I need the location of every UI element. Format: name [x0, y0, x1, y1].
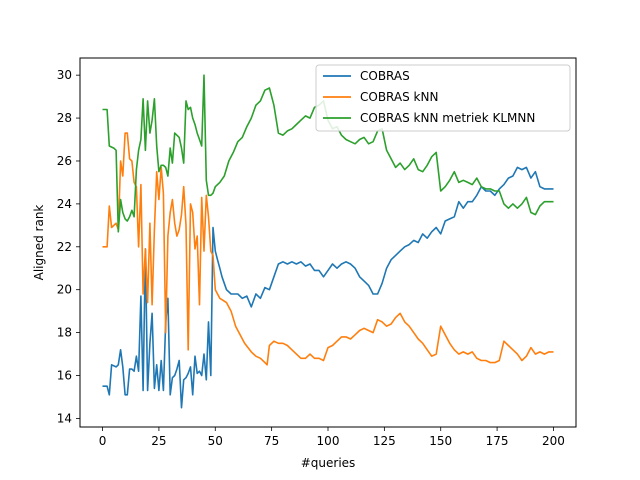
y-tick-label: 16: [57, 369, 72, 383]
y-axis-ticks: 14 16 18 20 22 24 26 28 30: [57, 68, 80, 425]
x-tick-label: 100: [317, 434, 340, 448]
x-tick-label: 125: [373, 434, 396, 448]
series-line-2: [102, 132, 554, 366]
x-tick-label: 0: [99, 434, 107, 448]
y-tick-label: 14: [57, 411, 72, 425]
legend-label-3: COBRAS kNN metriek KLMNN: [360, 111, 535, 125]
x-axis-label: #queries: [301, 456, 356, 470]
y-tick-label: 26: [57, 154, 72, 168]
x-tick-label: 150: [429, 434, 452, 448]
series-layer: [102, 74, 554, 409]
legend-label-2: COBRAS kNN: [360, 90, 438, 104]
y-tick-label: 20: [57, 283, 72, 297]
y-tick-label: 18: [57, 326, 72, 340]
x-axis-ticks: 0 25 50 75 100 125 150 175 200: [99, 427, 565, 448]
x-tick-label: 50: [208, 434, 223, 448]
legend: COBRAS COBRAS kNN COBRAS kNN metriek KLMNN: [315, 64, 571, 132]
legend-label-1: COBRAS: [360, 69, 410, 83]
y-tick-label: 22: [57, 240, 72, 254]
y-axis-label: Aligned rank: [32, 205, 46, 281]
x-tick-label: 75: [264, 434, 279, 448]
y-tick-label: 30: [57, 68, 72, 82]
x-tick-label: 200: [542, 434, 565, 448]
x-tick-label: 175: [486, 434, 509, 448]
series-line-3: [102, 74, 554, 233]
series-line-1: [102, 166, 554, 409]
legend-box: [315, 64, 571, 132]
y-tick-label: 28: [57, 111, 72, 125]
y-tick-label: 24: [57, 197, 72, 211]
x-tick-label: 25: [151, 434, 166, 448]
